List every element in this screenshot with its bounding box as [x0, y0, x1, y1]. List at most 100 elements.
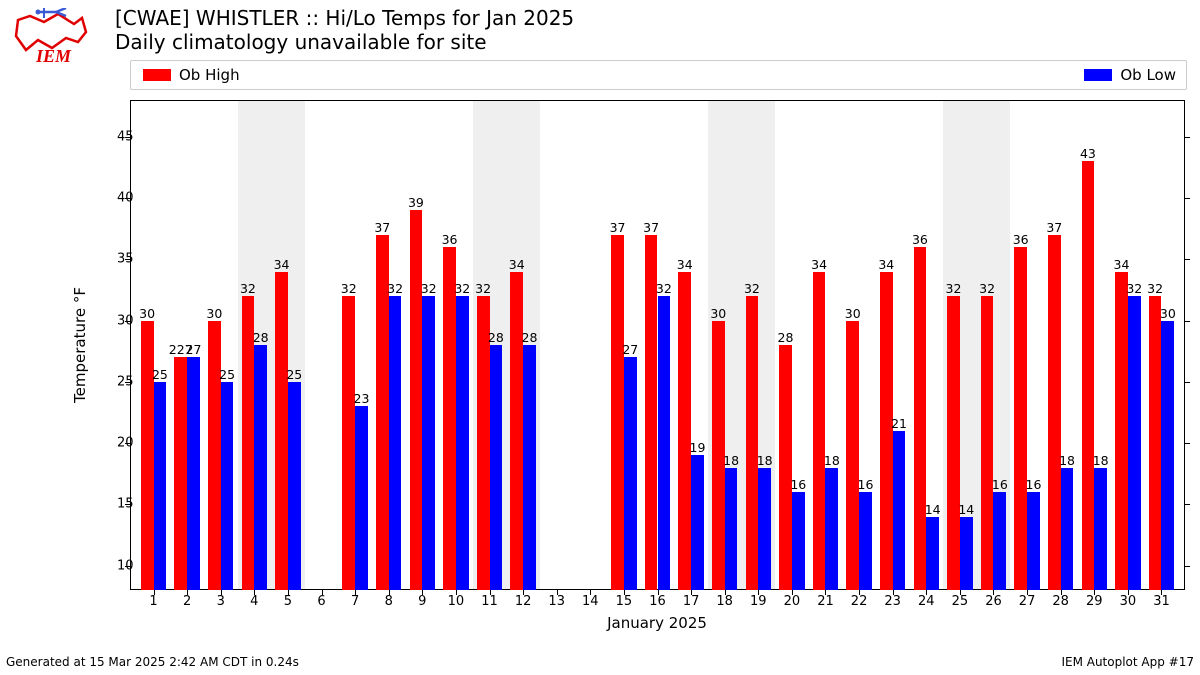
bar-high: [1014, 247, 1027, 590]
ytick-mark: [1185, 137, 1190, 138]
chart-title: [CWAE] WHISTLER :: Hi/Lo Temps for Jan 2…: [115, 6, 574, 31]
bar-low-label: 27: [186, 342, 202, 357]
ytick-mark: [1185, 198, 1190, 199]
bar-high-label: 34: [509, 257, 525, 272]
bar-high: [1082, 161, 1095, 590]
ytick-mark: [1185, 443, 1190, 444]
bar-low: [254, 345, 267, 590]
bar-low-label: 32: [387, 281, 403, 296]
bar-high-label: 30: [845, 306, 861, 321]
bar-low: [187, 357, 200, 590]
bar-high: [746, 296, 759, 590]
bar-high-label: 34: [811, 257, 827, 272]
chart-subtitle: Daily climatology unavailable for site: [115, 30, 487, 55]
bar-low: [355, 406, 368, 590]
bar-low: [859, 492, 872, 590]
bar-low-label: 23: [354, 391, 370, 406]
bar-low: [926, 517, 939, 591]
bar-low-label: 25: [152, 367, 168, 382]
xtick-label: 25: [952, 594, 969, 609]
bar-low: [221, 382, 234, 590]
bar-low: [725, 468, 738, 591]
bar-high: [813, 272, 826, 591]
bar-high-label: 37: [374, 220, 390, 235]
bar-high-label: 34: [878, 257, 894, 272]
bar-low-label: 18: [757, 453, 773, 468]
bar-low: [658, 296, 671, 590]
legend-swatch-low: [1084, 69, 1112, 81]
bar-low: [422, 296, 435, 590]
xtick-label: 30: [1120, 594, 1137, 609]
legend-swatch-high: [143, 69, 171, 81]
bar-high-label: 36: [912, 232, 928, 247]
bar-high-label: 30: [206, 306, 222, 321]
bar-high: [914, 247, 927, 590]
bar-high-label: 32: [341, 281, 357, 296]
bar-high: [947, 296, 960, 590]
bar-high-label: 34: [1114, 257, 1130, 272]
bar-high: [443, 247, 456, 590]
xtick-label: 7: [351, 594, 359, 609]
xtick-label: 24: [918, 594, 935, 609]
y-axis-right: [1184, 100, 1185, 590]
ytick-label: 20: [117, 436, 120, 451]
bar-low: [624, 357, 637, 590]
ytick-label: 35: [117, 252, 120, 267]
bar-high-label: 37: [610, 220, 626, 235]
xtick-label: 27: [1019, 594, 1036, 609]
bar-high: [342, 296, 355, 590]
xtick-label: 22: [851, 594, 868, 609]
bar-low: [389, 296, 402, 590]
xtick-label: 14: [582, 594, 599, 609]
ytick-label: 25: [117, 374, 120, 389]
bar-low: [523, 345, 536, 590]
bar-low-label: 32: [454, 281, 470, 296]
bar-low: [1128, 296, 1141, 590]
bar-low: [154, 382, 167, 590]
xtick-label: 13: [548, 594, 565, 609]
bar-high-label: 30: [139, 306, 155, 321]
xtick-label: 28: [1052, 594, 1069, 609]
xtick-label: 2: [183, 594, 191, 609]
x-axis-top: [130, 100, 1185, 101]
xtick-label: 18: [716, 594, 733, 609]
bar-low-label: 16: [858, 477, 874, 492]
xtick-label: 8: [385, 594, 393, 609]
bar-low-label: 32: [421, 281, 437, 296]
bar-high: [678, 272, 691, 591]
footer-appid: IEM Autoplot App #17: [1061, 655, 1194, 669]
bar-low: [893, 431, 906, 590]
bar-high-label: 32: [475, 281, 491, 296]
bar-high: [880, 272, 893, 591]
bar-low: [1161, 321, 1174, 591]
legend-item-high: Ob High: [133, 66, 240, 84]
bar-low-label: 16: [790, 477, 806, 492]
ytick-mark: [1185, 382, 1190, 383]
bar-high-label: 43: [1080, 146, 1096, 161]
bar-low-label: 18: [1059, 453, 1075, 468]
bar-high: [981, 296, 994, 590]
ytick-label: 10: [117, 558, 120, 573]
bar-high-label: 37: [1046, 220, 1062, 235]
bar-low-label: 18: [723, 453, 739, 468]
bar-low-label: 14: [958, 502, 974, 517]
bar-high-label: 28: [778, 330, 794, 345]
bar-low-label: 30: [1160, 306, 1176, 321]
bar-low: [993, 492, 1006, 590]
bar-high-label: 36: [1013, 232, 1029, 247]
footer-generated: Generated at 15 Mar 2025 2:42 AM CDT in …: [6, 655, 299, 669]
xtick-label: 15: [616, 594, 633, 609]
bar-high-label: 32: [240, 281, 256, 296]
bar-high-label: 37: [643, 220, 659, 235]
bar-high-label: 39: [408, 195, 424, 210]
bar-high: [174, 357, 187, 590]
legend-label-low: Ob Low: [1120, 66, 1176, 84]
bar-high: [846, 321, 859, 591]
bar-low: [288, 382, 301, 590]
bar-low: [456, 296, 469, 590]
bar-low-label: 14: [925, 502, 941, 517]
legend-item-low: Ob Low: [1074, 66, 1176, 84]
xtick-label: 9: [418, 594, 426, 609]
xtick-label: 11: [481, 594, 498, 609]
bar-low: [1061, 468, 1074, 591]
